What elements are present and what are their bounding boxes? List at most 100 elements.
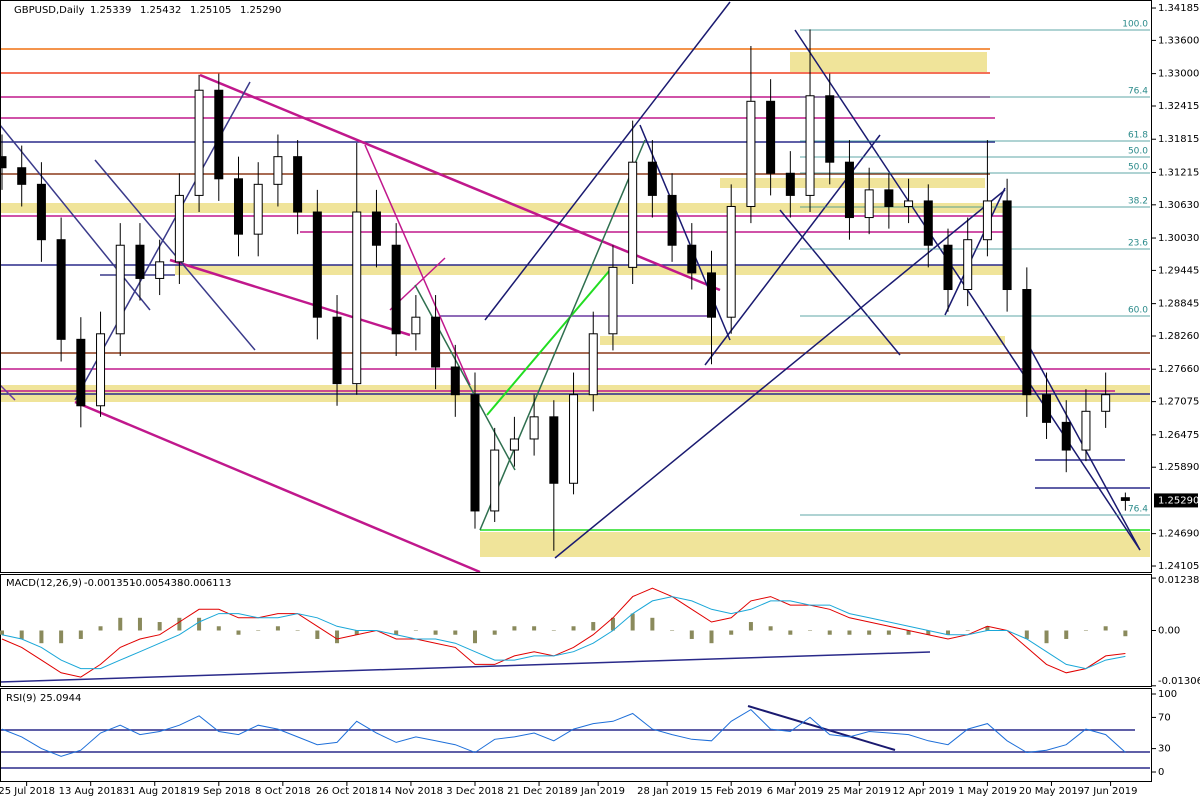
candle-body — [766, 100, 776, 174]
candle-body — [805, 95, 815, 196]
trend-line — [484, 1, 731, 321]
macd-histogram-bar — [610, 617, 615, 631]
candle-body — [982, 200, 992, 241]
macd-histogram-bar — [532, 626, 537, 631]
fib-label: 60.0 — [1128, 305, 1148, 315]
candle-body — [135, 244, 145, 279]
candle-body — [96, 333, 106, 407]
y-tick-label: 1.27660 — [1158, 364, 1199, 375]
macd-histogram-bar — [295, 630, 300, 631]
trend-line — [944, 187, 1006, 316]
candle-body — [1120, 497, 1130, 501]
macd-line — [1, 596, 1126, 670]
x-tick-label: 8 Oct 2018 — [255, 786, 310, 797]
fib-label: 76.4 — [1128, 504, 1148, 514]
macd-histogram-bar — [945, 630, 950, 635]
candle-body — [569, 394, 579, 484]
trend-line — [554, 189, 1006, 559]
x-tick-label: 19 Sep 2018 — [187, 786, 250, 797]
y-tick-label: 30 — [1158, 744, 1171, 755]
x-tick-label: 14 Nov 2018 — [379, 786, 443, 797]
macd-histogram-bar — [1044, 630, 1049, 644]
header-high: 1.25432 — [140, 5, 181, 16]
macd-histogram-bar — [551, 630, 556, 631]
candle-body — [431, 316, 441, 368]
y-tick-label: 1.33600 — [1158, 35, 1199, 46]
x-tick-label: 20 May 2019 — [1019, 786, 1084, 797]
panel-frames — [0, 0, 1152, 782]
candle-body — [825, 95, 835, 163]
macd-histogram-bar — [78, 630, 83, 639]
candle-body — [923, 200, 933, 246]
macd-histogram-bar — [808, 630, 813, 631]
candle-body — [588, 333, 598, 396]
header-open: 1.25339 — [90, 5, 131, 16]
macd-histogram-bar — [827, 630, 832, 635]
last-price-label: 1.25290 — [1158, 495, 1199, 506]
candle-body — [174, 194, 184, 263]
macd-histogram-bar — [118, 617, 123, 631]
candle-body — [155, 261, 165, 279]
y-tick-label: 1.33000 — [1158, 69, 1199, 80]
trend-line — [0, 651, 931, 683]
macd-histogram-bar — [985, 626, 990, 631]
y-tick-label: 1.26475 — [1158, 430, 1199, 441]
y-tick-label: 1.28260 — [1158, 331, 1199, 342]
macd-histogram-bar — [867, 630, 872, 635]
macd-histogram-bar — [394, 630, 399, 635]
x-tick-label: 25 Mar 2019 — [828, 786, 891, 797]
last-price-box — [1154, 493, 1198, 508]
macd-histogram-bar — [157, 622, 162, 631]
macd-histogram-bar — [926, 630, 931, 635]
trend-line — [0, 124, 151, 311]
zone — [600, 336, 1005, 345]
macd-histogram-bar — [709, 630, 714, 644]
macd-histogram-bar — [335, 630, 340, 644]
candle-body — [943, 244, 953, 291]
candle-body — [17, 167, 27, 185]
y-tick-label: 0 — [1158, 767, 1164, 778]
candle-body — [312, 211, 322, 318]
macd-histogram-bar — [906, 630, 911, 635]
header-low: 1.25105 — [190, 5, 231, 16]
macd-histogram-bar — [729, 630, 734, 635]
candle-body — [253, 183, 263, 235]
macd-histogram-bar — [177, 617, 182, 631]
macd-histogram-bar — [571, 626, 576, 631]
trend-line — [169, 258, 411, 337]
macd-histogram-bar — [689, 630, 694, 639]
y-tick-label: 1.30030 — [1158, 233, 1199, 244]
y-tick-label: 1.28845 — [1158, 299, 1199, 310]
macd-histogram-bar — [670, 630, 675, 631]
rsi-header-value: 25.0944 — [40, 693, 81, 704]
macd-histogram-bar — [19, 630, 24, 639]
x-tick-label: 13 Aug 2018 — [59, 786, 123, 797]
candle-body — [293, 156, 303, 213]
x-tick-label: 9 Jan 2019 — [571, 786, 625, 797]
candle-body — [746, 100, 756, 207]
candle-body — [726, 205, 736, 318]
zone — [790, 52, 987, 72]
x-tick-label: 31 Aug 2018 — [123, 786, 187, 797]
candle-body — [36, 183, 46, 241]
fib-label: 61.8 — [1128, 130, 1148, 140]
candle-body — [490, 449, 500, 512]
macd-histogram-bar — [1083, 630, 1088, 631]
x-tick-label: 26 Oct 2018 — [316, 786, 378, 797]
macd-histogram-bar — [650, 617, 655, 631]
macd-histogram-bar — [1103, 626, 1108, 631]
candle-body — [509, 438, 519, 451]
candle-body — [628, 161, 638, 268]
macd-histogram-bar — [965, 630, 970, 631]
macd-histogram-bar — [453, 630, 458, 635]
candle-body — [884, 189, 894, 207]
macd-header-value: -0.006113 — [180, 578, 231, 589]
macd-histogram-bar — [59, 630, 64, 644]
macd-histogram-bar — [256, 630, 261, 631]
symbol-title: GBPUSD,Daily — [14, 5, 85, 16]
macd-histogram-bar — [886, 630, 891, 635]
candle-body — [844, 161, 854, 219]
drawings — [0, 1, 1150, 769]
zone — [0, 203, 1005, 213]
